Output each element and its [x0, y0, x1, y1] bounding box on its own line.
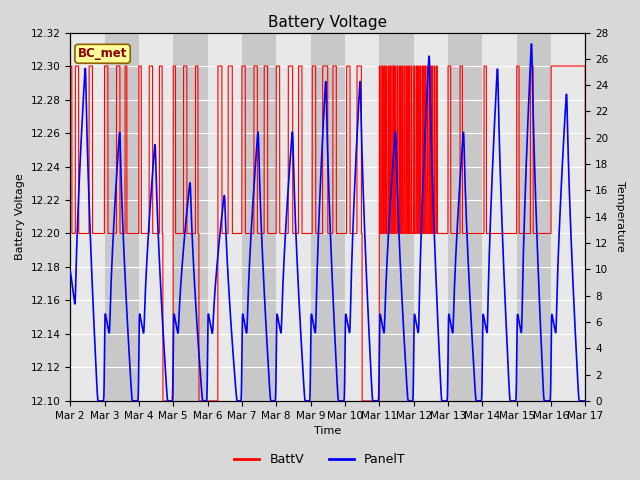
Bar — [139, 33, 173, 401]
Text: BC_met: BC_met — [78, 48, 127, 60]
Bar — [345, 33, 380, 401]
Y-axis label: Temperature: Temperature — [615, 181, 625, 252]
Bar — [70, 33, 104, 401]
Bar — [516, 33, 551, 401]
Bar — [276, 33, 310, 401]
Bar — [413, 33, 448, 401]
Bar — [551, 33, 586, 401]
Bar — [380, 33, 413, 401]
Bar — [310, 33, 345, 401]
Bar — [448, 33, 483, 401]
Bar — [173, 33, 207, 401]
Bar — [104, 33, 139, 401]
X-axis label: Time: Time — [314, 426, 341, 436]
Title: Battery Voltage: Battery Voltage — [268, 15, 387, 30]
Bar — [242, 33, 276, 401]
Legend: BattV, PanelT: BattV, PanelT — [229, 448, 411, 471]
Bar — [483, 33, 516, 401]
Y-axis label: Battery Voltage: Battery Voltage — [15, 173, 25, 260]
Bar — [207, 33, 242, 401]
